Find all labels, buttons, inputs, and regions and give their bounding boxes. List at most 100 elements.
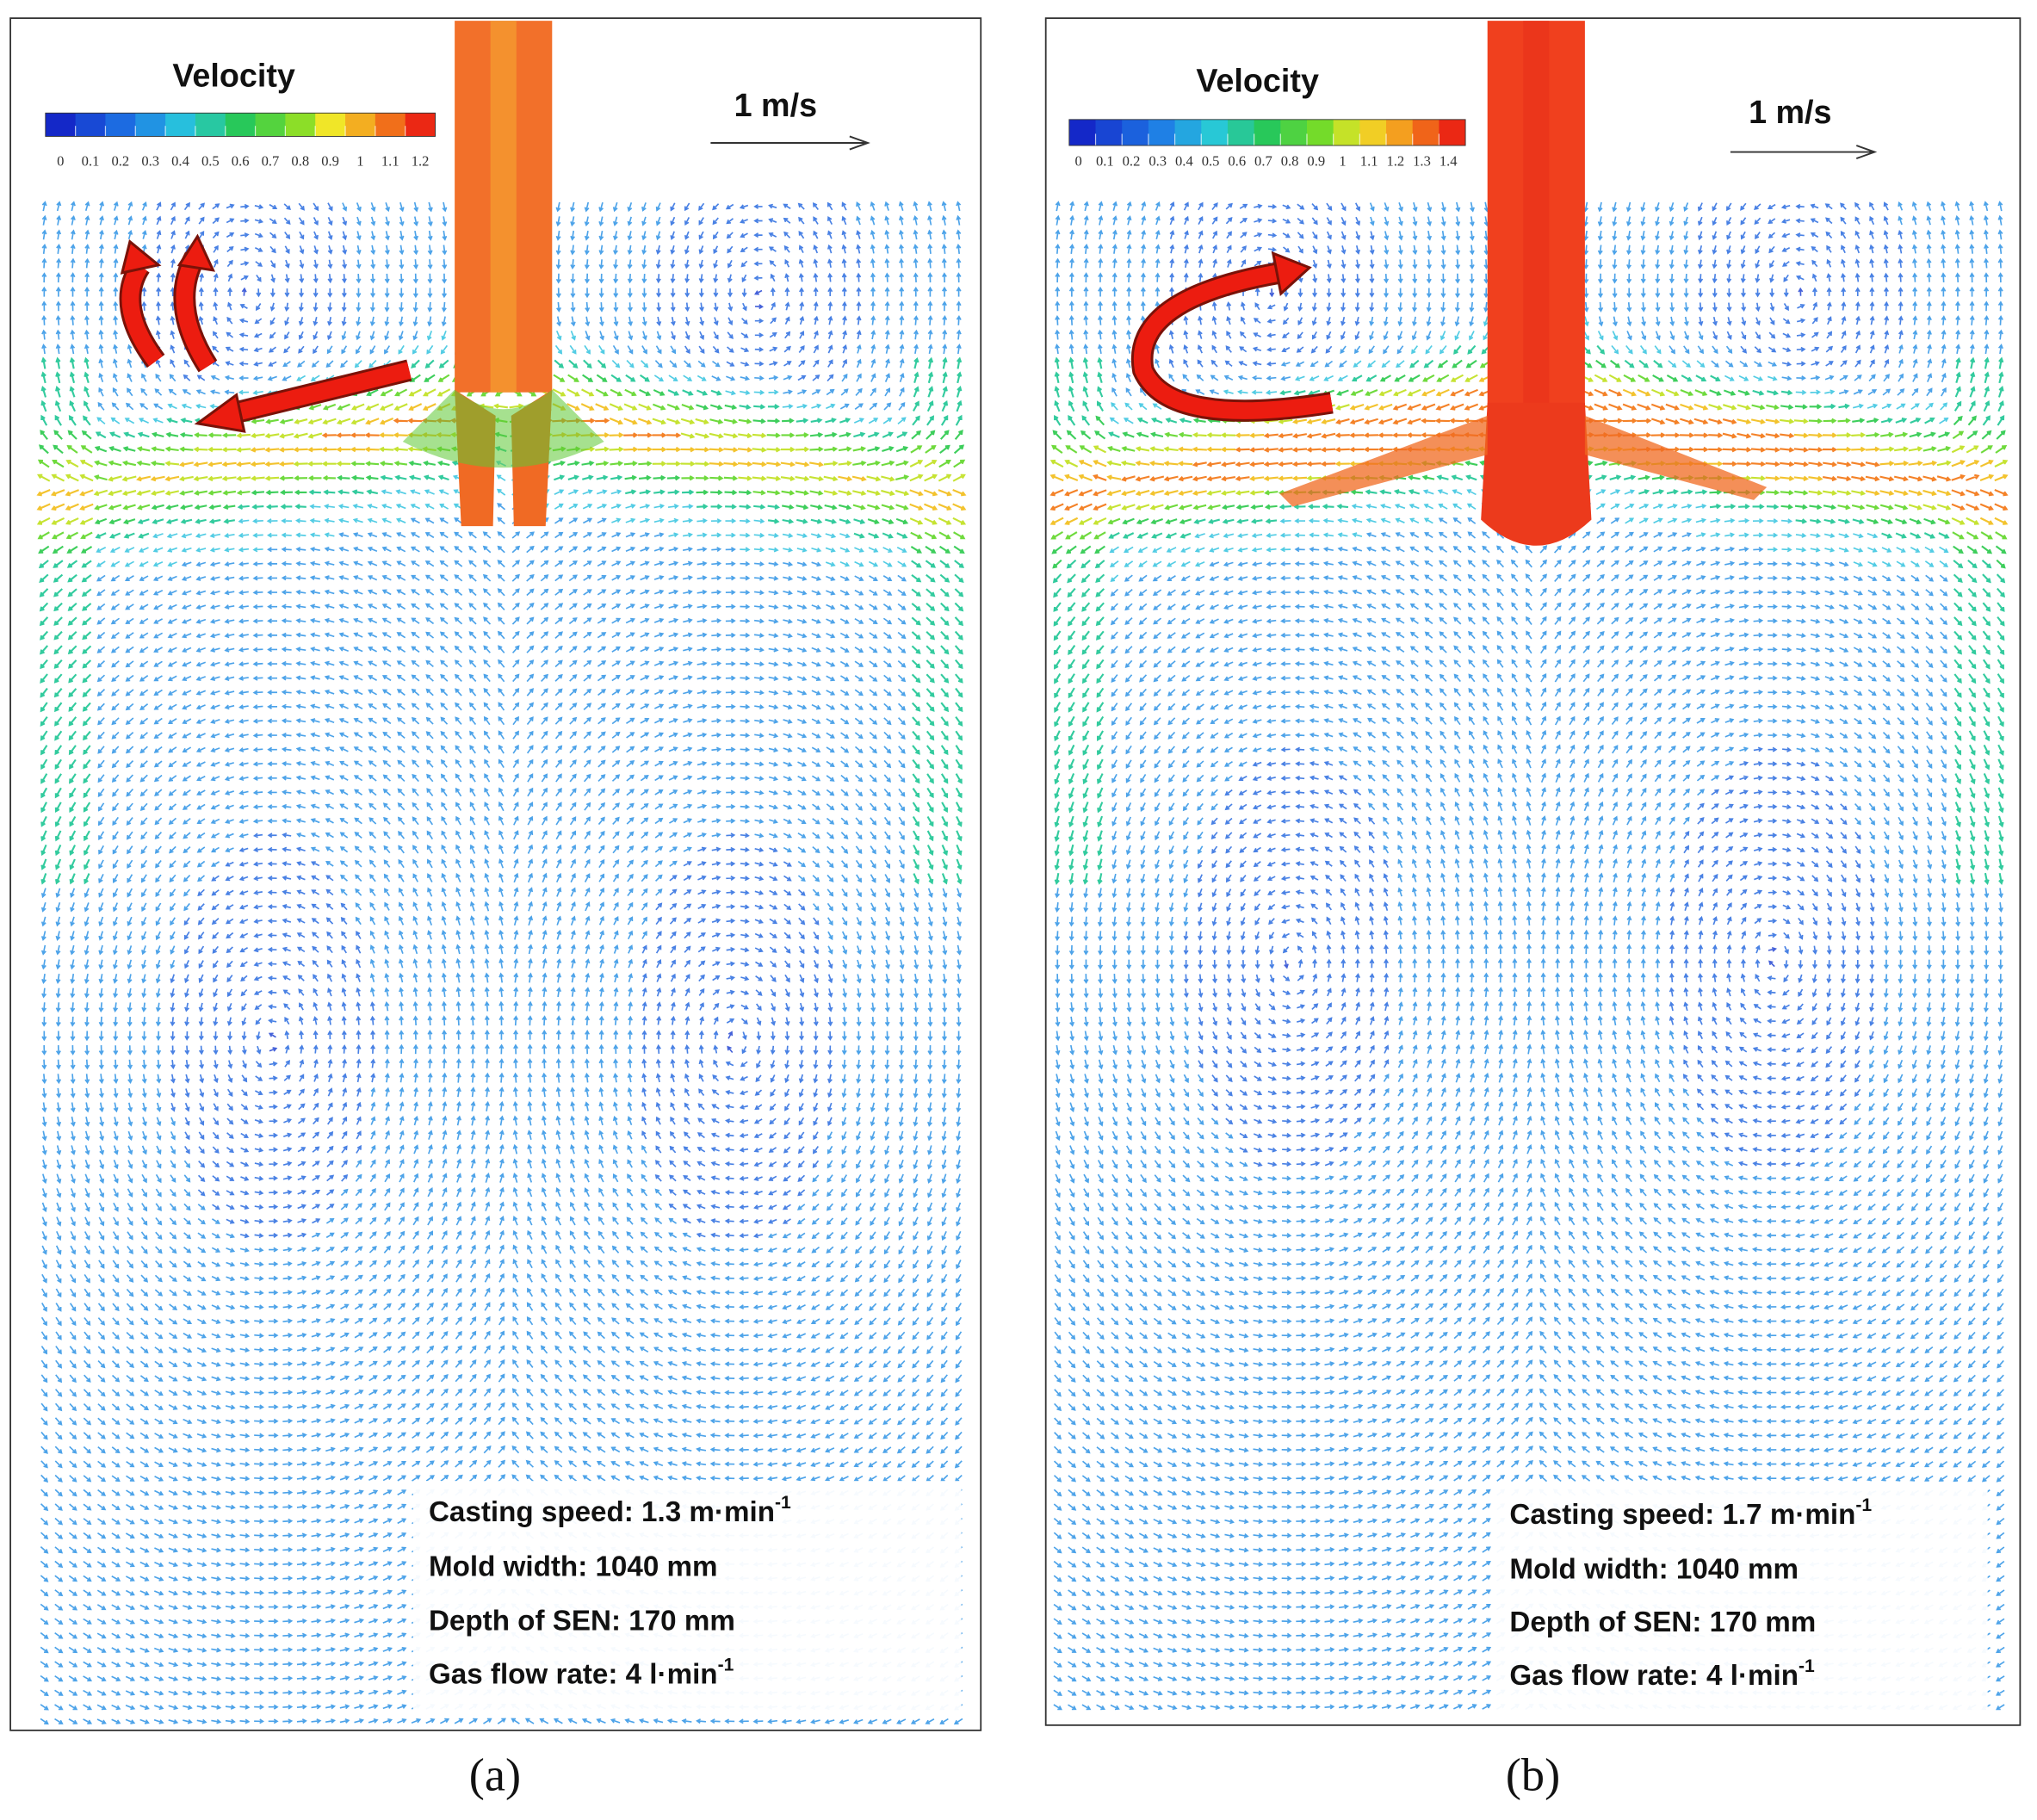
velocity-vectors [1052, 344, 2006, 885]
colorbar-segment [165, 113, 196, 137]
colorbar-tick-label: 1.1 [1360, 152, 1378, 169]
flow-arrow [1133, 264, 1334, 419]
port-jet [1279, 415, 1768, 507]
info-line: Gas flow rate: 4 l·min-1 [429, 1656, 734, 1691]
colorbar-segment [105, 113, 136, 137]
colorbar-tick-label: 0.5 [201, 152, 220, 169]
info-line: Depth of SEN: 170 mm [1509, 1606, 1816, 1638]
colorbar-tick-label: 0 [57, 152, 64, 169]
info-text: Mold width: 1040 mm [1509, 1553, 1799, 1585]
info-line: Casting speed: 1.3 m·min-1 [429, 1493, 791, 1528]
colorbar-segment [1174, 119, 1202, 145]
velocity-vectors [141, 201, 862, 1239]
port-jet [402, 389, 604, 468]
colorbar-tick-label: 0.3 [141, 152, 159, 169]
colorbar-segment [1095, 119, 1123, 145]
info-line: Mold width: 1040 mm [1509, 1553, 1799, 1585]
colorbar-segment [375, 113, 406, 137]
colorbar-segment [1201, 119, 1229, 145]
flow-arrow [176, 253, 215, 371]
colorbar-tick-label: 0.8 [1281, 152, 1299, 169]
velocity-vectors [1269, 287, 1804, 969]
info-line: Casting speed: 1.7 m·min-1 [1509, 1495, 1872, 1531]
colorbar-segment [195, 113, 226, 137]
colorbar-segment [405, 113, 436, 137]
colorbar-tick-label: 1.1 [381, 152, 399, 169]
nozzle-core [490, 21, 517, 393]
info-text: Gas flow rate: 4 l·min [429, 1658, 718, 1690]
colorbar-tick-label: 0.4 [171, 152, 189, 169]
info-text: Casting speed: 1.7 m·min [1509, 1499, 1855, 1531]
colorbar-segment [255, 113, 286, 137]
scale-arrow [1730, 145, 1878, 160]
flow-arrow [121, 261, 164, 367]
colorbar-tick-label: 1.2 [1386, 152, 1404, 169]
legend-title: Velocity [1196, 63, 1319, 99]
info-sup: -1 [775, 1493, 791, 1513]
colorbar-tick-label: 0.7 [1254, 152, 1272, 169]
scale-arrow [710, 135, 870, 151]
colorbar-segment [1306, 119, 1334, 145]
colorbar-segment [1439, 119, 1466, 145]
info-text: Mold width: 1040 mm [429, 1551, 718, 1582]
info-sup: -1 [718, 1656, 734, 1675]
colorbar-tick-label: 1 [1339, 152, 1346, 169]
info-sup: -1 [1799, 1656, 1815, 1676]
nozzle-core [1523, 21, 1550, 405]
colorbar-segment [315, 113, 346, 137]
colorbar-tick-label: 0.6 [232, 152, 250, 169]
colorbar-tick-label: 0.6 [1228, 152, 1246, 169]
colorbar-tick-label: 0.4 [1175, 152, 1193, 169]
colorbar-segment [1386, 119, 1414, 145]
velocity-vectors [241, 287, 765, 1054]
colorbar-tick-label: 0.1 [1096, 152, 1114, 169]
colorbar-tick-label: 0.1 [82, 152, 100, 169]
panel-caption: (b) [1506, 1749, 1560, 1801]
colorbar-frame [1068, 119, 1466, 146]
colorbar-segment [1412, 119, 1440, 145]
nozzle-port [1481, 402, 1592, 546]
colorbar-tick-label: 1.2 [412, 152, 430, 169]
info-sup: -1 [1855, 1495, 1872, 1515]
colorbar-segment [1122, 119, 1149, 145]
colorbar-segment [345, 113, 376, 137]
colorbar-segment [1068, 119, 1096, 145]
info-text: Depth of SEN: 170 mm [1509, 1606, 1816, 1638]
info-text: Casting speed: 1.3 m·min [429, 1496, 775, 1528]
colorbar-segment [135, 113, 166, 137]
colorbar-segment [45, 113, 77, 137]
colorbar-tick-label: 0.3 [1149, 152, 1167, 169]
velocity-vectors [1109, 316, 1949, 583]
info-box [412, 1481, 962, 1718]
colorbar-segment [1254, 119, 1281, 145]
colorbar-segment [225, 113, 257, 137]
info-line: Mold width: 1040 mm [429, 1551, 718, 1582]
colorbar-segment [75, 113, 106, 137]
colorbar-segment [1227, 119, 1255, 145]
info-line: Depth of SEN: 170 mm [429, 1605, 735, 1637]
scale-label: 1 m/s [734, 87, 817, 123]
velocity-vectors [38, 356, 964, 885]
colorbar-tick-label: 0.9 [321, 152, 339, 169]
flow-arrow-head [1271, 251, 1312, 296]
velocity-vectors [1168, 201, 1904, 1167]
flow-arrow-head [194, 393, 246, 433]
colorbar-segment [1333, 119, 1360, 145]
colorbar-tick-label: 0.8 [291, 152, 309, 169]
legend-title: Velocity [172, 58, 295, 94]
colorbar-tick-label: 0.5 [1202, 152, 1220, 169]
colorbar-segment [1359, 119, 1387, 145]
colorbar-tick-label: 1.3 [1413, 152, 1431, 169]
colorbar-segment [1280, 119, 1308, 145]
info-line: Gas flow rate: 4 l·min-1 [1509, 1656, 1815, 1692]
colorbar-tick-label: 0.2 [112, 152, 130, 169]
colorbar-tick-label: 1.4 [1440, 152, 1458, 169]
info-box [1494, 1487, 1988, 1719]
colorbar-frame [45, 112, 436, 137]
colorbar-tick-label: 0.7 [262, 152, 280, 169]
flow-arrow-head [120, 238, 162, 275]
flow-arrow-head [176, 233, 216, 272]
